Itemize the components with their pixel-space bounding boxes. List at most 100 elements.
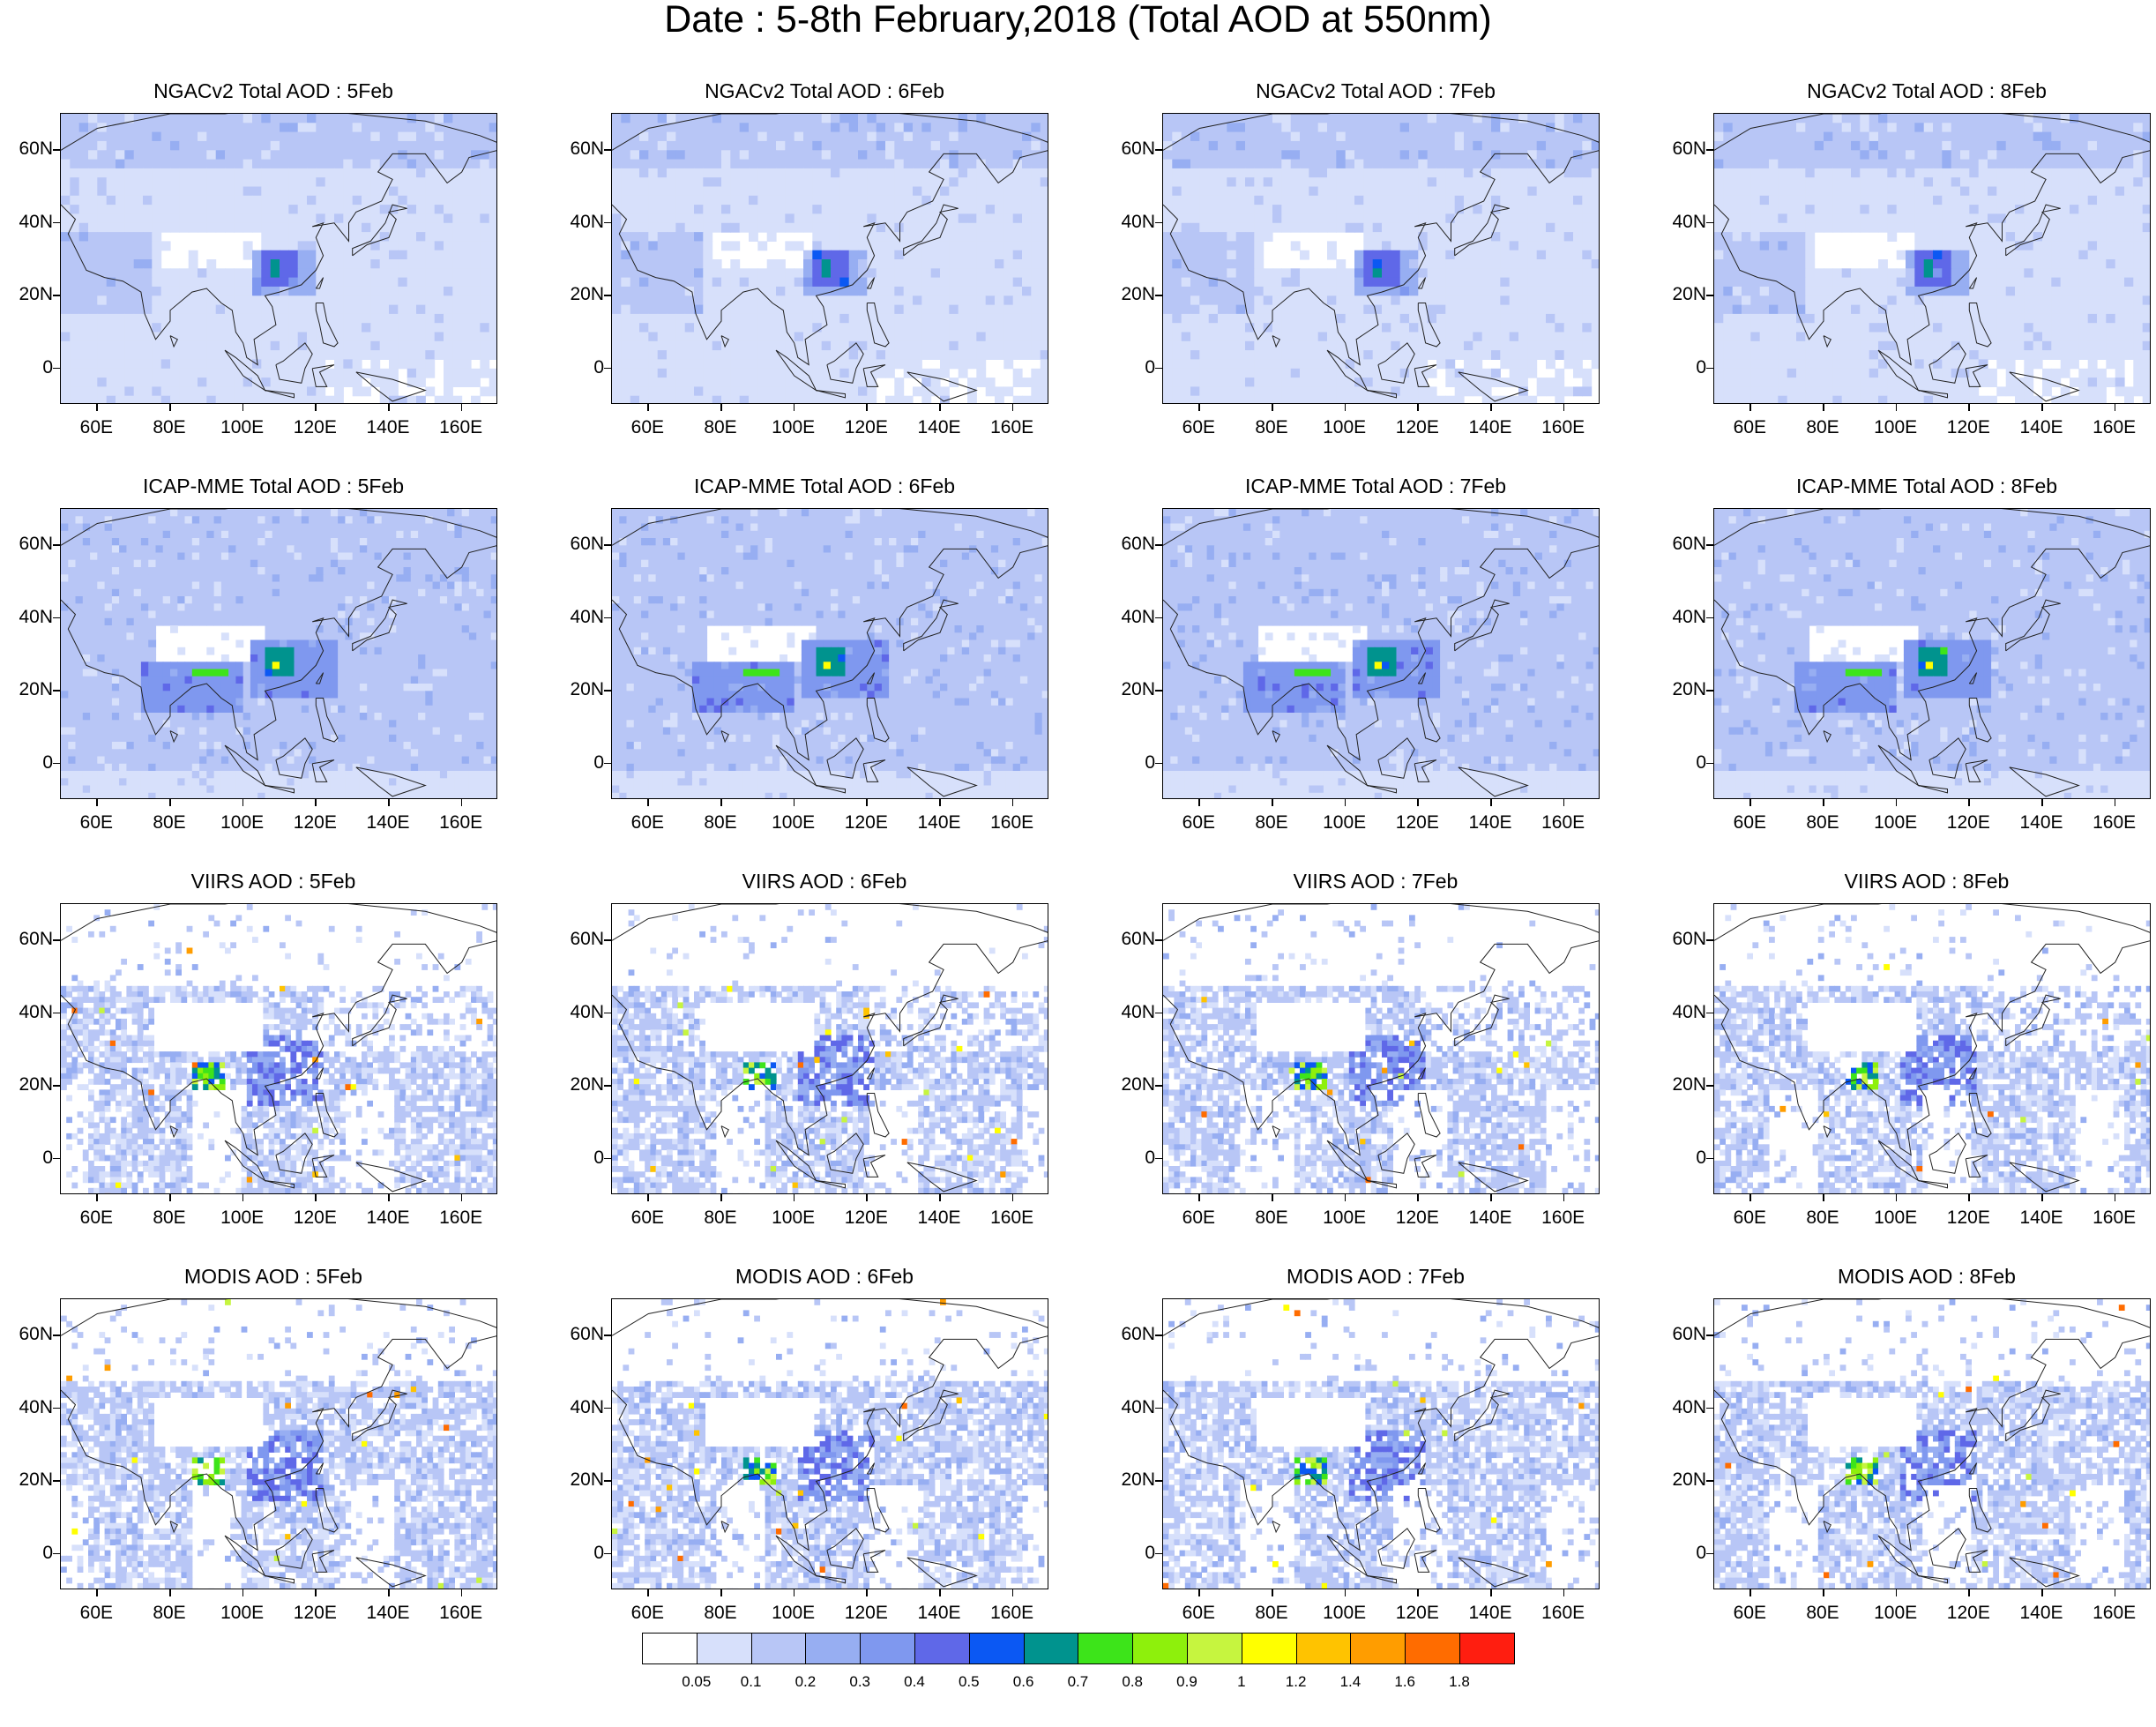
aod-cell bbox=[1573, 150, 1583, 161]
aod-cell bbox=[648, 304, 659, 315]
aod-cell bbox=[307, 205, 317, 214]
aod-cell bbox=[803, 259, 813, 269]
aod-cell bbox=[749, 350, 758, 360]
aod-cell bbox=[1208, 268, 1219, 279]
aod-cell bbox=[2024, 186, 2034, 197]
aod-cell bbox=[1382, 295, 1391, 306]
lat-tick bbox=[53, 367, 60, 370]
aod-cell bbox=[106, 131, 116, 142]
aod-cell bbox=[2124, 131, 2134, 142]
aod-cell bbox=[976, 359, 987, 370]
aod-cell bbox=[206, 213, 217, 224]
aod-cell bbox=[976, 131, 987, 142]
aod-cell bbox=[471, 222, 481, 233]
aod-cell bbox=[630, 313, 640, 324]
aod-cell bbox=[1723, 140, 1734, 151]
aod-cell bbox=[1399, 368, 1410, 378]
aod-cell bbox=[985, 295, 996, 306]
aod-cell bbox=[1923, 131, 1934, 142]
aod-cell bbox=[325, 368, 335, 378]
aod-cell bbox=[297, 259, 308, 269]
aod-cell bbox=[958, 123, 968, 133]
aod-cell bbox=[261, 177, 272, 188]
aod-cell bbox=[489, 205, 496, 214]
aod-cell bbox=[416, 177, 426, 188]
aod-cell bbox=[1464, 232, 1473, 242]
aod-cell bbox=[1336, 295, 1347, 306]
aod-cell bbox=[621, 159, 631, 169]
aod-cell bbox=[930, 232, 941, 242]
aod-cell bbox=[940, 313, 950, 324]
aod-cell bbox=[334, 232, 344, 242]
aod-cell bbox=[821, 395, 832, 403]
aod-cell bbox=[1750, 186, 1761, 197]
aod-cell bbox=[1245, 332, 1255, 342]
aod-cell bbox=[885, 259, 895, 269]
aod-cell bbox=[2124, 186, 2134, 197]
aod-cell bbox=[471, 323, 481, 333]
aod-cell bbox=[639, 259, 649, 269]
aod-cell bbox=[1309, 386, 1319, 397]
aod-cell bbox=[1254, 168, 1265, 178]
aod-cell bbox=[766, 177, 777, 188]
aod-cell bbox=[1509, 159, 1519, 169]
aod-cell bbox=[2142, 114, 2150, 123]
aod-cell bbox=[1563, 186, 1574, 197]
aod-cell bbox=[821, 268, 832, 279]
aod-cell bbox=[839, 222, 850, 233]
aod-cell bbox=[1536, 350, 1547, 360]
aod-cell bbox=[694, 350, 704, 360]
aod-cell bbox=[1436, 277, 1446, 288]
aod-cell bbox=[434, 131, 444, 142]
aod-cell bbox=[242, 159, 253, 169]
aod-cell bbox=[1012, 395, 1023, 403]
aod-cell bbox=[940, 250, 950, 260]
aod-cell bbox=[995, 213, 1004, 224]
aod-cell bbox=[379, 131, 390, 142]
aod-cell bbox=[1235, 131, 1246, 142]
aod-cell bbox=[334, 295, 344, 306]
aod-cell bbox=[766, 332, 777, 342]
aod-cell bbox=[1582, 313, 1593, 324]
aod-cell bbox=[343, 205, 354, 214]
aod-cell bbox=[1336, 350, 1347, 360]
aod-cell bbox=[1391, 277, 1401, 288]
aod-cell bbox=[1263, 395, 1273, 403]
aod-cell bbox=[913, 323, 922, 333]
aod-cell bbox=[1591, 177, 1599, 188]
aod-cell bbox=[1327, 159, 1337, 169]
aod-cell bbox=[839, 140, 850, 151]
aod-cell bbox=[1022, 250, 1032, 260]
aod-cell bbox=[461, 186, 472, 197]
aod-cell bbox=[425, 123, 436, 133]
aod-cell bbox=[307, 168, 317, 178]
aod-cell bbox=[940, 395, 950, 403]
aod-cell bbox=[1518, 340, 1528, 351]
aod-cell bbox=[1345, 304, 1355, 315]
aod-cell bbox=[398, 213, 408, 224]
aod-cell bbox=[1996, 150, 2007, 161]
aod-cell bbox=[721, 359, 731, 370]
aod-cell bbox=[234, 350, 244, 360]
aod-cell bbox=[133, 195, 144, 206]
aod-cell bbox=[1031, 213, 1041, 224]
aod-cell bbox=[116, 177, 125, 188]
aod-cell bbox=[675, 313, 686, 324]
aod-cell bbox=[1382, 222, 1391, 233]
aod-cell bbox=[1199, 213, 1210, 224]
aod-cell bbox=[967, 323, 977, 333]
aod-cell bbox=[179, 140, 190, 151]
aod-cell bbox=[1796, 159, 1806, 169]
aod-cell bbox=[821, 286, 832, 296]
aod-cell bbox=[958, 295, 968, 306]
aod-cell bbox=[170, 114, 180, 123]
aod-cell bbox=[1003, 150, 1014, 161]
aod-cell bbox=[1327, 286, 1337, 296]
aod-cell bbox=[352, 295, 362, 306]
aod-cell bbox=[1003, 140, 1014, 151]
aod-cell bbox=[1391, 295, 1401, 306]
aod-cell bbox=[133, 186, 144, 197]
aod-cell bbox=[362, 350, 371, 360]
aod-cell bbox=[288, 114, 299, 123]
aod-cell bbox=[1464, 213, 1473, 224]
